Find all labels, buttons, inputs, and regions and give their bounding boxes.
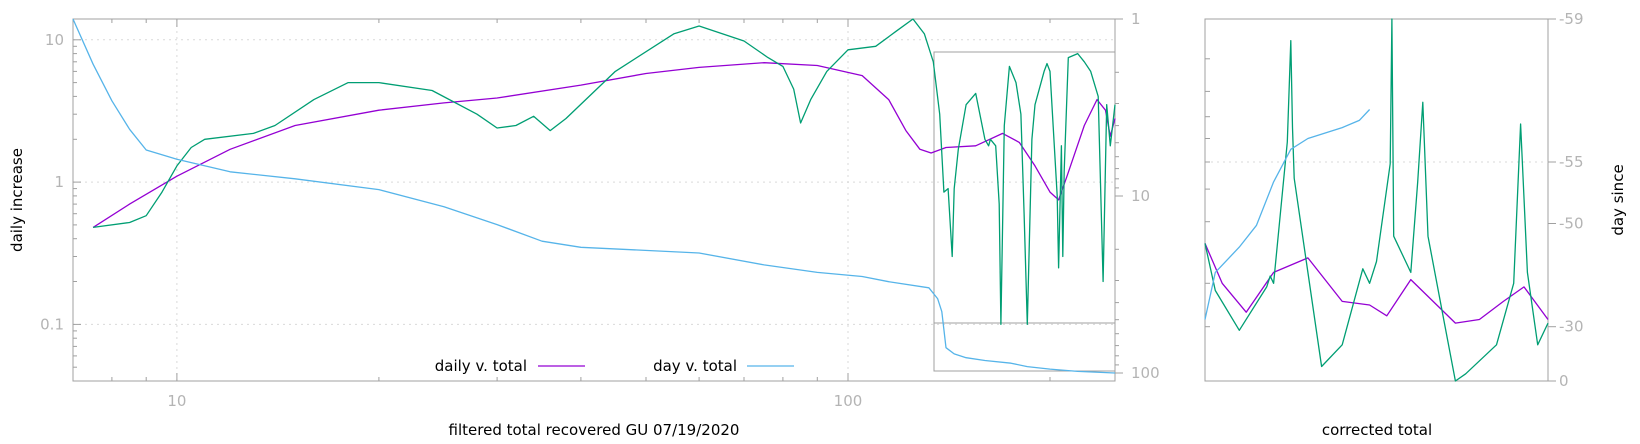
inset-y-axis-label: day since bbox=[1609, 164, 1627, 235]
x-tick-label: 100 bbox=[834, 392, 863, 410]
series-line-day bbox=[72, 18, 1116, 374]
inset-series-line-daily bbox=[1204, 243, 1549, 324]
legend-label-day: day v. total bbox=[653, 357, 737, 375]
main-grid bbox=[73, 19, 1115, 381]
series-line-daily bbox=[92, 62, 1116, 228]
legend: daily v. total day v. total bbox=[435, 357, 794, 375]
zoom-box bbox=[933, 51, 1116, 372]
inset-series bbox=[1204, 18, 1549, 382]
y2-tick-label: 10 bbox=[1131, 187, 1150, 205]
y2-tick-label: 1 bbox=[1131, 10, 1141, 28]
y2-tick-label: 100 bbox=[1131, 364, 1160, 382]
inset-x-axis-label: corrected total bbox=[1322, 421, 1432, 439]
inset-y2-tick-label: 0 bbox=[1559, 372, 1569, 390]
inset-plot-frame bbox=[1204, 18, 1549, 382]
main-series bbox=[72, 18, 1116, 374]
inset-y2-tick-label: -30 bbox=[1559, 318, 1584, 336]
inset-y2-tick-label: -55 bbox=[1559, 153, 1584, 171]
inset-y2-tick-label: -50 bbox=[1559, 215, 1584, 233]
inset-ticks: -59 -55 -50 -30 0 bbox=[1205, 10, 1584, 390]
x-axis-label: filtered total recovered GU 07/19/2020 bbox=[449, 421, 740, 439]
main-plot-frame bbox=[72, 18, 1116, 382]
y-tick-label: 1 bbox=[54, 173, 64, 191]
inset-y2-tick-label: -59 bbox=[1559, 10, 1584, 28]
inset-series-line-day bbox=[1204, 109, 1371, 320]
x-tick-label: 10 bbox=[167, 392, 186, 410]
y-tick-label: 0.1 bbox=[40, 315, 64, 333]
legend-label-daily: daily v. total bbox=[435, 357, 527, 375]
series-line-smoothed bbox=[93, 18, 1116, 326]
y-axis-label: daily increase bbox=[8, 148, 26, 252]
inset-series-line-smoothed bbox=[1204, 18, 1549, 382]
main-ticks: 10 100 0.1 1 10 1 10 100 bbox=[40, 10, 1160, 410]
y-tick-label: 10 bbox=[45, 31, 64, 49]
